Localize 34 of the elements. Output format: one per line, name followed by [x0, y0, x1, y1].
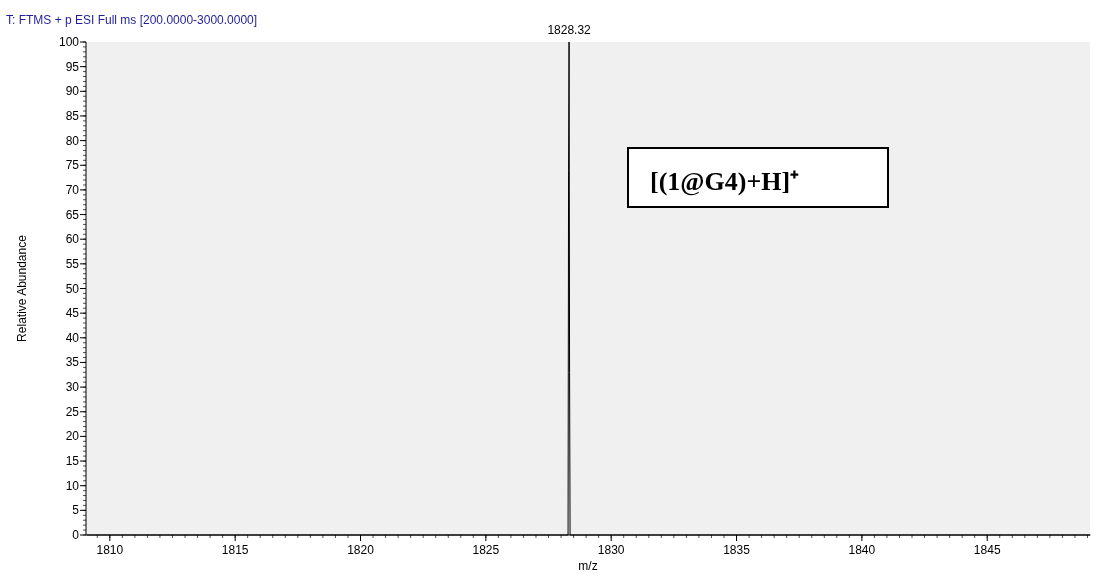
y-tick-label: 70 — [65, 182, 80, 197]
x-axis-title: m/z — [578, 559, 598, 573]
y-tick-label: 90 — [65, 84, 80, 99]
x-tick-label: 1815 — [221, 543, 249, 557]
y-tick-label: 100 — [58, 35, 80, 49]
y-tick-label: 95 — [65, 59, 80, 74]
y-tick-label: 25 — [65, 404, 80, 419]
annotation: [(1@G4)+H]⁺ — [650, 167, 800, 196]
x-tick-label: 1830 — [597, 543, 625, 557]
x-tick-label: 1835 — [723, 543, 751, 557]
y-tick-label: 0 — [72, 528, 80, 542]
x-tick-label: 1820 — [347, 543, 375, 557]
y-tick-label: 30 — [65, 380, 80, 395]
y-tick-label: 50 — [65, 281, 80, 296]
x-tick-label: 1825 — [472, 543, 500, 557]
chart-title: T: FTMS + p ESI Full ms [200.0000-3000.0000] — [6, 13, 258, 27]
y-tick-label: 80 — [65, 133, 80, 148]
x-tick-label: 1840 — [848, 543, 876, 557]
y-tick-label: 35 — [65, 355, 80, 370]
x-tick-label: 1810 — [96, 543, 124, 557]
y-tick-label: 20 — [65, 429, 80, 444]
y-tick-label: 85 — [65, 108, 80, 123]
y-tick-label: 60 — [65, 232, 80, 247]
annotation: 1828.32 — [547, 23, 592, 37]
y-tick-label: 75 — [65, 158, 80, 173]
y-axis-title: Relative Abundance — [15, 234, 29, 342]
y-tick-label: 5 — [72, 503, 80, 518]
y-tick-label: 65 — [65, 207, 80, 222]
y-tick-label: 10 — [65, 478, 80, 493]
y-tick-label: 55 — [65, 256, 80, 271]
y-tick-label: 45 — [65, 306, 80, 321]
y-tick-label: 40 — [65, 330, 80, 345]
x-tick-label: 1845 — [973, 543, 1001, 557]
y-tick-label: 15 — [65, 454, 80, 469]
